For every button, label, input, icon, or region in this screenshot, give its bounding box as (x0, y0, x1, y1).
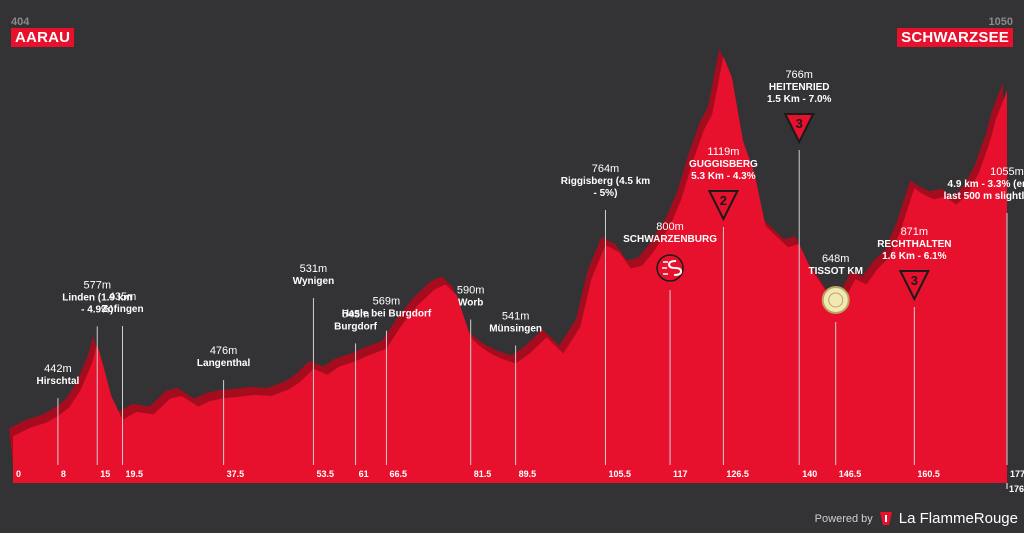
km-label: 66.5 (389, 469, 407, 479)
profile-layer (9, 48, 1007, 483)
altitude-label: 1055m (990, 166, 1024, 178)
altitude-label: 435m (109, 291, 137, 303)
waypoint-name: 1.6 Km - 6.1% (882, 251, 947, 262)
finish-block: 1050 SCHWARZSEE (897, 16, 1013, 47)
footer: Powered by La FlammeRouge (815, 510, 1018, 527)
altitude-label: 541m (502, 311, 530, 323)
km-label: 117 (673, 469, 688, 479)
flamme-rouge-icon (879, 511, 892, 525)
kom-triangle (707, 190, 740, 222)
altitude-label: 577m (83, 279, 111, 291)
altitude-label: 648m (822, 253, 850, 265)
altitude-label: 764m (592, 163, 620, 175)
km-label: 126.5 (726, 469, 749, 479)
waypoint-name: Burgdorf (334, 321, 377, 332)
waypoint-name: Langenthal (197, 358, 251, 369)
profile-area (13, 56, 1007, 465)
tick-layer (57, 150, 1008, 489)
km-label: 53.5 (316, 469, 334, 479)
km-label: 15 (100, 469, 110, 479)
waypoint-name: HEITENRIED (769, 82, 830, 93)
waypoint-name: Wynigen (293, 276, 334, 287)
altitude-label: 531m (300, 263, 328, 275)
bonus-ring (828, 292, 844, 308)
waypoint-name: RECHTHALTEN (877, 239, 951, 250)
waypoint-name: Riggisberg (4.5 km (561, 176, 651, 187)
km-label: 177 (1010, 469, 1024, 479)
kom-triangle (783, 113, 815, 145)
sprint-icon (656, 254, 684, 282)
waypoint-name: last 500 m slightly downill) (944, 191, 1024, 202)
altitude-label: 442m (44, 363, 72, 375)
waypoint-name: - 5%) (594, 188, 618, 199)
kom-triangle (898, 270, 930, 302)
kom-category: 3 (796, 116, 803, 131)
sprint-speed-lines (662, 261, 669, 275)
kom-icon: 2 (707, 190, 740, 222)
powered-by-text: Powered by (814, 512, 873, 525)
km-label: 140 (802, 469, 817, 479)
altitude-label: 476m (210, 345, 238, 357)
kom-category: 3 (911, 273, 918, 288)
waypoint-name: Hasle bei Burgdorf (342, 309, 432, 320)
waypoint-name: Hirschtal (37, 376, 80, 387)
kom-category: 2 (720, 193, 727, 208)
km-band (13, 465, 1007, 483)
bonus-medal (821, 286, 850, 314)
finish-name: SCHWARZSEE (897, 28, 1013, 47)
sprint-s (668, 260, 683, 276)
total-km-label: 176 (1009, 484, 1024, 494)
altitude-label: 590m (457, 285, 485, 297)
km-label: 0 (16, 469, 21, 479)
km-label: 160.5 (917, 469, 940, 479)
finish-altitude: 1050 (988, 16, 1013, 28)
bonus-icon (821, 286, 850, 314)
waypoint-name: 4.9 km - 3.3% (end climb: (948, 179, 1024, 190)
km-label: 89.5 (519, 469, 537, 479)
km-label: 8 (61, 469, 66, 479)
altitude-label: 766m (785, 69, 813, 81)
km-label: 37.5 (227, 469, 245, 479)
waypoint-name: Zofingen (101, 304, 143, 315)
km-label: 61 (359, 469, 369, 479)
brand-name: La FlammeRouge (898, 510, 1018, 527)
altitude-label: 871m (901, 226, 929, 238)
waypoint-name: 5.3 Km - 4.3% (691, 171, 756, 182)
waypoint-name: Worb (458, 298, 483, 309)
waypoint-name: 1.5 Km - 7.0% (767, 94, 832, 105)
waypoint-name: Linden (1.9 km (62, 292, 132, 303)
waypoint-name: - 4.9%) (81, 304, 113, 315)
altitude-label: 545m (342, 308, 370, 320)
altitude-label: 1119m (707, 146, 739, 158)
kom-icon: 3 (783, 113, 815, 145)
waypoint-name: GUGGISBERG (689, 159, 758, 170)
waypoint-name: TISSOT KM (808, 266, 862, 277)
altitude-label: 569m (373, 296, 401, 308)
waypoint-name: Münsingen (489, 324, 542, 335)
waypoint-name: SCHWARZENBURG (623, 234, 717, 245)
altitude-label: 800m (656, 221, 684, 233)
kom-icon: 3 (898, 270, 930, 302)
km-label: 146.5 (839, 469, 862, 479)
start-name: AARAU (11, 28, 75, 47)
start-block: 404 AARAU (11, 16, 75, 47)
km-label: 81.5 (474, 469, 492, 479)
start-altitude: 404 (11, 16, 30, 28)
km-label: 19.5 (126, 469, 144, 479)
km-label: 105.5 (608, 469, 631, 479)
